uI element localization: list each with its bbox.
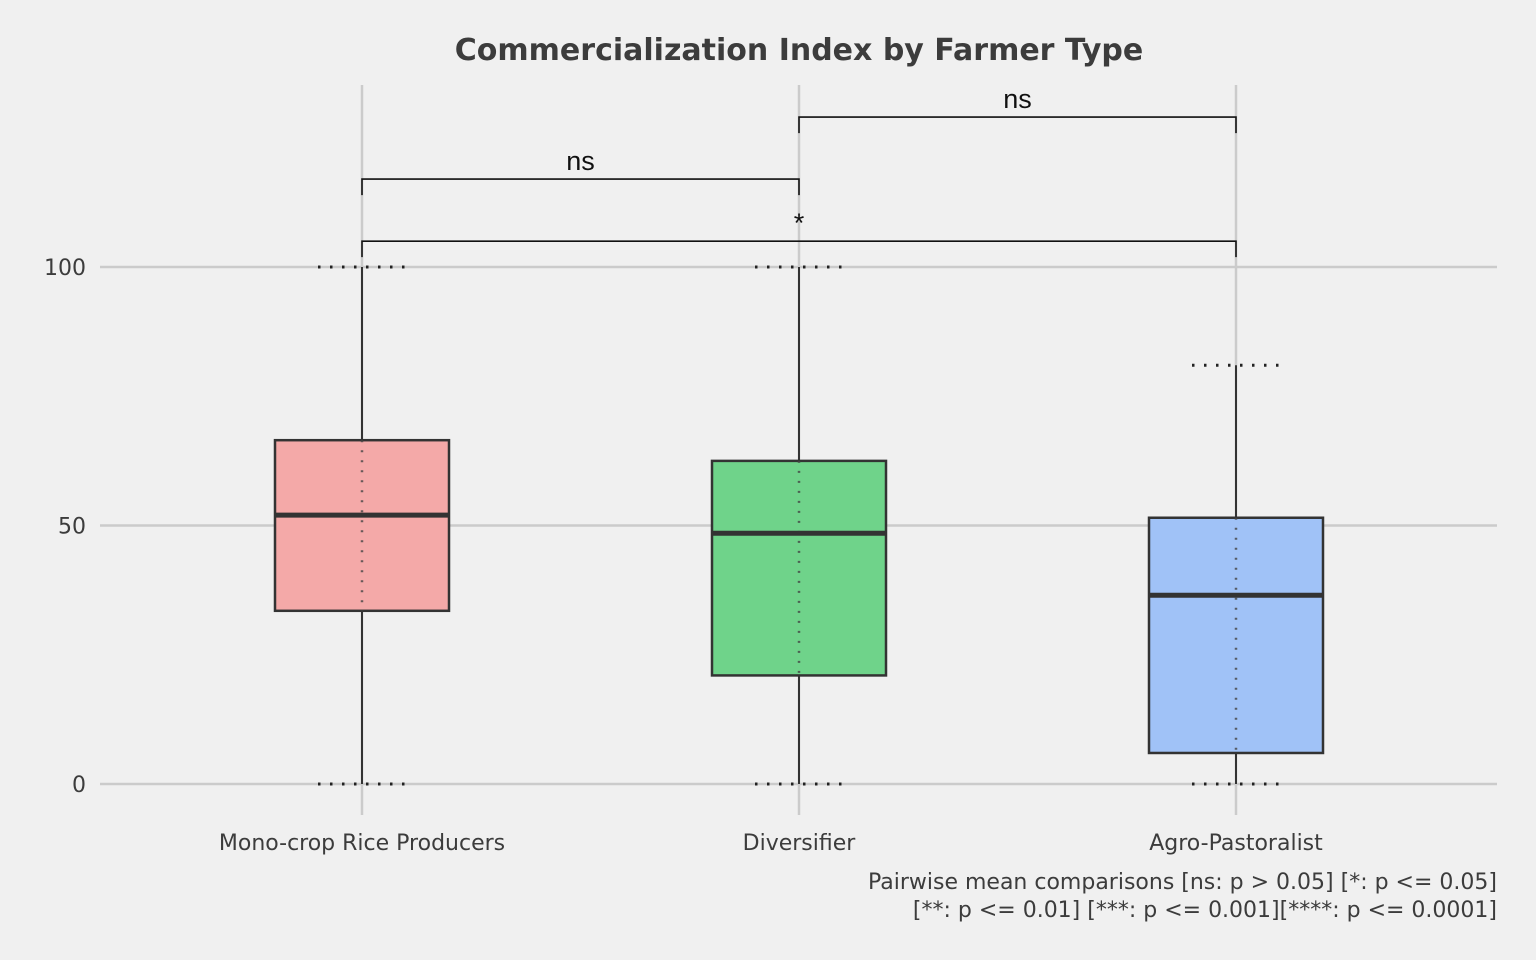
- bracket-line: [361, 240, 1237, 258]
- x-tick-label: Diversifier: [743, 831, 857, 856]
- y-tick-label: 0: [72, 773, 86, 798]
- significance-bracket: ns: [361, 146, 800, 196]
- y-tick-label: 50: [58, 515, 86, 540]
- axis-labels: 0 50 100 Mono-crop Rice Producers Diversifie…: [44, 256, 1323, 856]
- caption-line-1: Pairwise mean comparisons [ns: p > 0.05]…: [868, 870, 1497, 895]
- bracket-label: *: [794, 208, 805, 238]
- box-group: [273, 265, 451, 786]
- significance-brackets: ns ns *: [361, 84, 1237, 258]
- significance-bracket: ns: [798, 84, 1237, 134]
- box-group: [1147, 363, 1325, 786]
- caption-line-2: [**: p <= 0.01] [***: p <= 0.001][****: …: [913, 898, 1497, 923]
- box-group: [710, 265, 888, 786]
- significance-bracket: *: [361, 208, 1237, 258]
- box-iqr: [1147, 516, 1325, 755]
- x-tick-label: Mono-crop Rice Producers: [219, 831, 505, 856]
- x-tick-label: Agro-Pastoralist: [1149, 831, 1323, 856]
- chart-title: Commercialization Index by Farmer Type: [455, 33, 1143, 68]
- box-iqr: [710, 459, 888, 677]
- bracket-label: ns: [566, 146, 595, 176]
- box-iqr: [273, 438, 451, 613]
- y-tick-label: 100: [44, 256, 86, 281]
- bracket-line: [361, 178, 800, 196]
- boxes-layer: [273, 265, 1325, 786]
- bracket-line: [798, 116, 1237, 134]
- bracket-label: ns: [1003, 84, 1032, 114]
